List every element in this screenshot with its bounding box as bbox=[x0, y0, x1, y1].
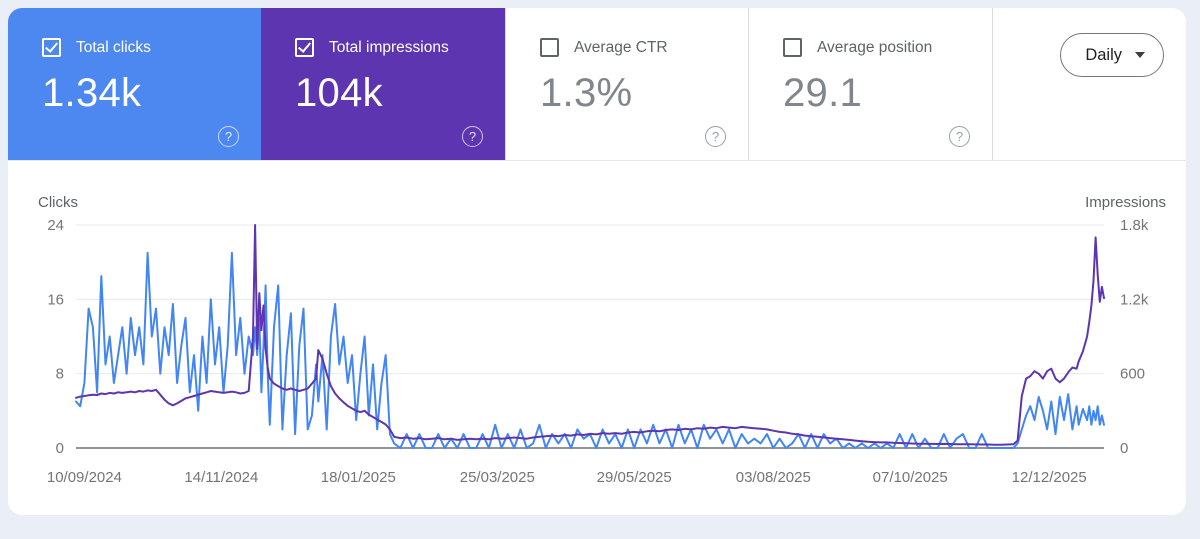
metric-card-value: 104k bbox=[295, 71, 383, 115]
caret-down-icon bbox=[1135, 52, 1145, 58]
x-axis-tick: 03/08/2025 bbox=[736, 469, 811, 486]
metric-card-header: Total clicks bbox=[42, 38, 237, 57]
help-icon[interactable]: ? bbox=[949, 126, 970, 147]
metric-card-total-impressions[interactable]: Total impressions 104k ? bbox=[261, 8, 505, 160]
checkbox-checked-icon[interactable] bbox=[295, 38, 314, 57]
metric-card-value: 29.1 bbox=[783, 71, 863, 115]
x-axis-tick: 29/05/2025 bbox=[597, 469, 672, 486]
right-axis-tick: 600 bbox=[1120, 366, 1145, 383]
clicks-line bbox=[75, 251, 1105, 449]
help-icon[interactable]: ? bbox=[462, 126, 483, 147]
metric-card-label: Average CTR bbox=[574, 38, 668, 56]
left-axis-label: Clicks bbox=[38, 194, 78, 211]
x-axis-tick: 25/03/2025 bbox=[460, 469, 535, 486]
cards-row-spacer: Daily bbox=[992, 8, 1186, 160]
metric-card-header: Total impressions bbox=[295, 38, 481, 57]
granularity-dropdown[interactable]: Daily bbox=[1060, 33, 1164, 77]
checkbox-unchecked-icon[interactable] bbox=[540, 38, 559, 57]
performance-panel: Total clicks 1.34k ? Total impressions 1… bbox=[8, 8, 1186, 515]
left-axis-tick: 24 bbox=[47, 217, 64, 234]
right-axis-label: Impressions bbox=[1085, 194, 1166, 211]
chart-section: 0 0 8 600 16 1.2k 24 1.8k Clicks Impressions 10/09… bbox=[8, 161, 1186, 505]
checkbox-unchecked-icon[interactable] bbox=[783, 38, 802, 57]
x-axis-tick: 12/12/2025 bbox=[1012, 469, 1087, 486]
x-axis-tick: 14/11/2024 bbox=[184, 469, 258, 486]
metric-card-value: 1.34k bbox=[42, 71, 142, 115]
metric-card-label: Total clicks bbox=[76, 38, 151, 56]
metric-card-average-ctr[interactable]: Average CTR 1.3% ? bbox=[505, 8, 748, 160]
left-axis-tick: 8 bbox=[56, 366, 64, 383]
left-axis-tick: 16 bbox=[47, 291, 64, 308]
x-axis-tick: 18/01/2025 bbox=[321, 469, 396, 486]
right-axis-tick: 1.2k bbox=[1120, 291, 1149, 308]
right-axis-tick: 1.8k bbox=[1120, 217, 1149, 234]
metric-card-label: Total impressions bbox=[329, 38, 449, 56]
right-axis-tick: 0 bbox=[1120, 440, 1128, 457]
performance-chart[interactable]: 0 0 8 600 16 1.2k 24 1.8k Clicks Impressions 10/09… bbox=[8, 183, 1186, 505]
left-axis-tick: 0 bbox=[56, 440, 64, 457]
granularity-value: Daily bbox=[1085, 45, 1122, 64]
x-axis-tick: 10/09/2024 bbox=[47, 469, 122, 486]
metrics-row: Total clicks 1.34k ? Total impressions 1… bbox=[8, 8, 1186, 161]
x-axis-tick: 07/10/2025 bbox=[873, 469, 948, 486]
metric-card-average-position[interactable]: Average position 29.1 ? bbox=[748, 8, 992, 160]
metric-card-total-clicks[interactable]: Total clicks 1.34k ? bbox=[8, 8, 261, 160]
help-icon[interactable]: ? bbox=[705, 126, 726, 147]
metric-card-label: Average position bbox=[817, 38, 933, 56]
checkbox-checked-icon[interactable] bbox=[42, 38, 61, 57]
metric-card-header: Average position bbox=[783, 38, 968, 57]
metric-card-header: Average CTR bbox=[540, 38, 724, 57]
help-icon[interactable]: ? bbox=[218, 126, 239, 147]
impressions-line bbox=[75, 224, 1105, 446]
metric-card-value: 1.3% bbox=[540, 71, 633, 115]
